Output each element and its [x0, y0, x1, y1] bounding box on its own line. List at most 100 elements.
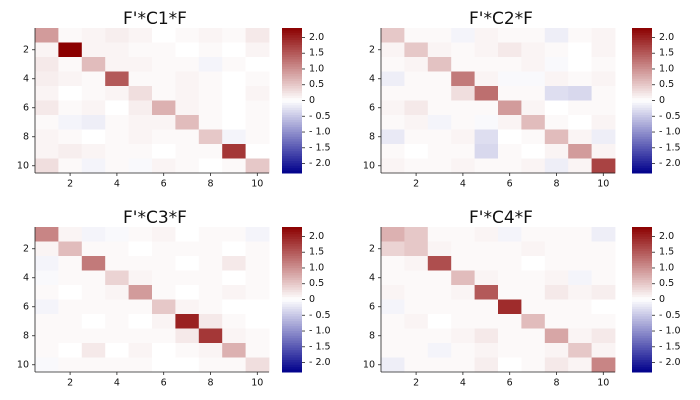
colorbar-segment [282, 117, 302, 121]
x-tick-label: 10 [251, 378, 263, 389]
heatmap-cell [427, 314, 452, 329]
colorbar-segment [632, 37, 652, 41]
heatmap-cell [35, 144, 59, 159]
heatmap-cell [152, 241, 176, 257]
colorbar-segment [282, 243, 302, 247]
heatmap-cell [35, 357, 59, 373]
heatmap-cell [152, 57, 176, 72]
heatmap-cell [105, 158, 129, 174]
heatmap-cell [81, 42, 106, 58]
heatmap-cell [544, 241, 569, 257]
heatmap-cell [451, 299, 475, 315]
heatmap-cell [381, 28, 405, 43]
heatmap-cell [498, 314, 522, 329]
heatmap-cell [404, 42, 429, 58]
colorbar-segment [282, 239, 302, 242]
x-tick-label: 10 [597, 179, 609, 190]
colorbar-segment [632, 88, 652, 92]
heatmap-cell [222, 285, 246, 300]
x-tick-label: 6 [161, 378, 167, 389]
heatmap-cell [591, 328, 616, 344]
heatmap-cell [175, 227, 200, 242]
heatmap-cell [128, 42, 153, 58]
heatmap-cell [81, 129, 106, 145]
colorbar-segment [282, 229, 302, 233]
colorbar-segment [282, 42, 302, 46]
colorbar-segment [282, 93, 302, 97]
heatmap-cell [245, 328, 270, 344]
heatmap-cell [198, 86, 223, 101]
colorbar-segment [282, 263, 302, 267]
heatmap-cell [105, 100, 129, 116]
colorbar-segment [632, 299, 652, 303]
heatmap-panel-3: F'*C3*F 2 4 6 8 10 2 4 6 8 10 2.0 1.5 1.0 0.5 0 - 0.5 - 1… [17, 208, 331, 389]
heatmap-cell [427, 270, 452, 286]
heatmap-cell [381, 71, 405, 87]
heatmap-cell [568, 129, 592, 145]
colorbar-segment [632, 301, 652, 305]
colorbar-segment [282, 78, 302, 82]
heatmap-cell [544, 86, 569, 101]
heatmap-cell [198, 299, 223, 315]
heatmap-cell [381, 270, 405, 286]
heatmap-cell [58, 42, 83, 58]
colorbar-segment [632, 105, 652, 109]
heatmap-cell [521, 100, 546, 116]
heatmap-cell [198, 158, 223, 174]
heatmap-cell [105, 343, 129, 358]
colorbar-segment [632, 110, 652, 114]
colorbar-segment [632, 134, 652, 138]
colorbar-segment [632, 236, 652, 240]
colorbar-tick-label: 2.0 [659, 231, 674, 242]
heatmap-cell [591, 343, 616, 358]
colorbar-segment [282, 268, 302, 271]
heatmap-cell [451, 343, 475, 358]
heatmap-cell [544, 270, 569, 286]
heatmap-cell [222, 158, 246, 174]
colorbar-segment [632, 40, 652, 43]
colorbar-segment [632, 265, 652, 269]
heatmap-cell [521, 241, 546, 257]
colorbar-tick-label: - 1.5 [309, 142, 331, 153]
colorbar-segment [282, 355, 302, 358]
heatmap-cell [498, 100, 522, 116]
colorbar-tick-label: 2.0 [659, 32, 674, 43]
heatmap-cell [198, 71, 223, 87]
colorbar-segment [282, 28, 302, 31]
colorbar-segment [282, 357, 302, 361]
heatmap-cell [81, 343, 106, 358]
heatmap-cell [404, 115, 429, 130]
colorbar-segment [282, 335, 302, 339]
heatmap-cell [175, 285, 200, 300]
heatmap-cell [521, 357, 546, 373]
heatmap-cell [245, 42, 270, 58]
colorbar-segment [632, 350, 652, 354]
heatmap-cell [58, 314, 83, 329]
colorbar-segment [632, 347, 652, 351]
heatmap-cell [81, 270, 106, 286]
y-tick-label: 6 [369, 301, 375, 312]
heatmap-cell [81, 115, 106, 130]
colorbar-segment [282, 287, 302, 291]
colorbar-segment [282, 316, 302, 320]
heatmap-cell [427, 115, 452, 130]
heatmap-cell [591, 285, 616, 300]
heatmap-cell [58, 270, 83, 286]
heatmap-cell [568, 86, 592, 101]
heatmap-cell [451, 158, 475, 174]
heatmap-cell [427, 28, 452, 43]
heatmap-cell [451, 100, 475, 116]
colorbar-segment [632, 253, 652, 257]
heatmap-cell [222, 328, 246, 344]
colorbar-segment [632, 139, 652, 143]
heatmap-cell [175, 129, 200, 145]
colorbar-segment [282, 110, 302, 114]
heatmap-cell [591, 314, 616, 329]
heatmap-cell [128, 343, 153, 358]
colorbar-segment [282, 52, 302, 56]
colorbar-segment [282, 163, 302, 167]
heatmap-cell [105, 86, 129, 101]
colorbar-segment [632, 289, 652, 293]
colorbar-segment [282, 64, 302, 68]
heatmap-cell [451, 42, 475, 58]
